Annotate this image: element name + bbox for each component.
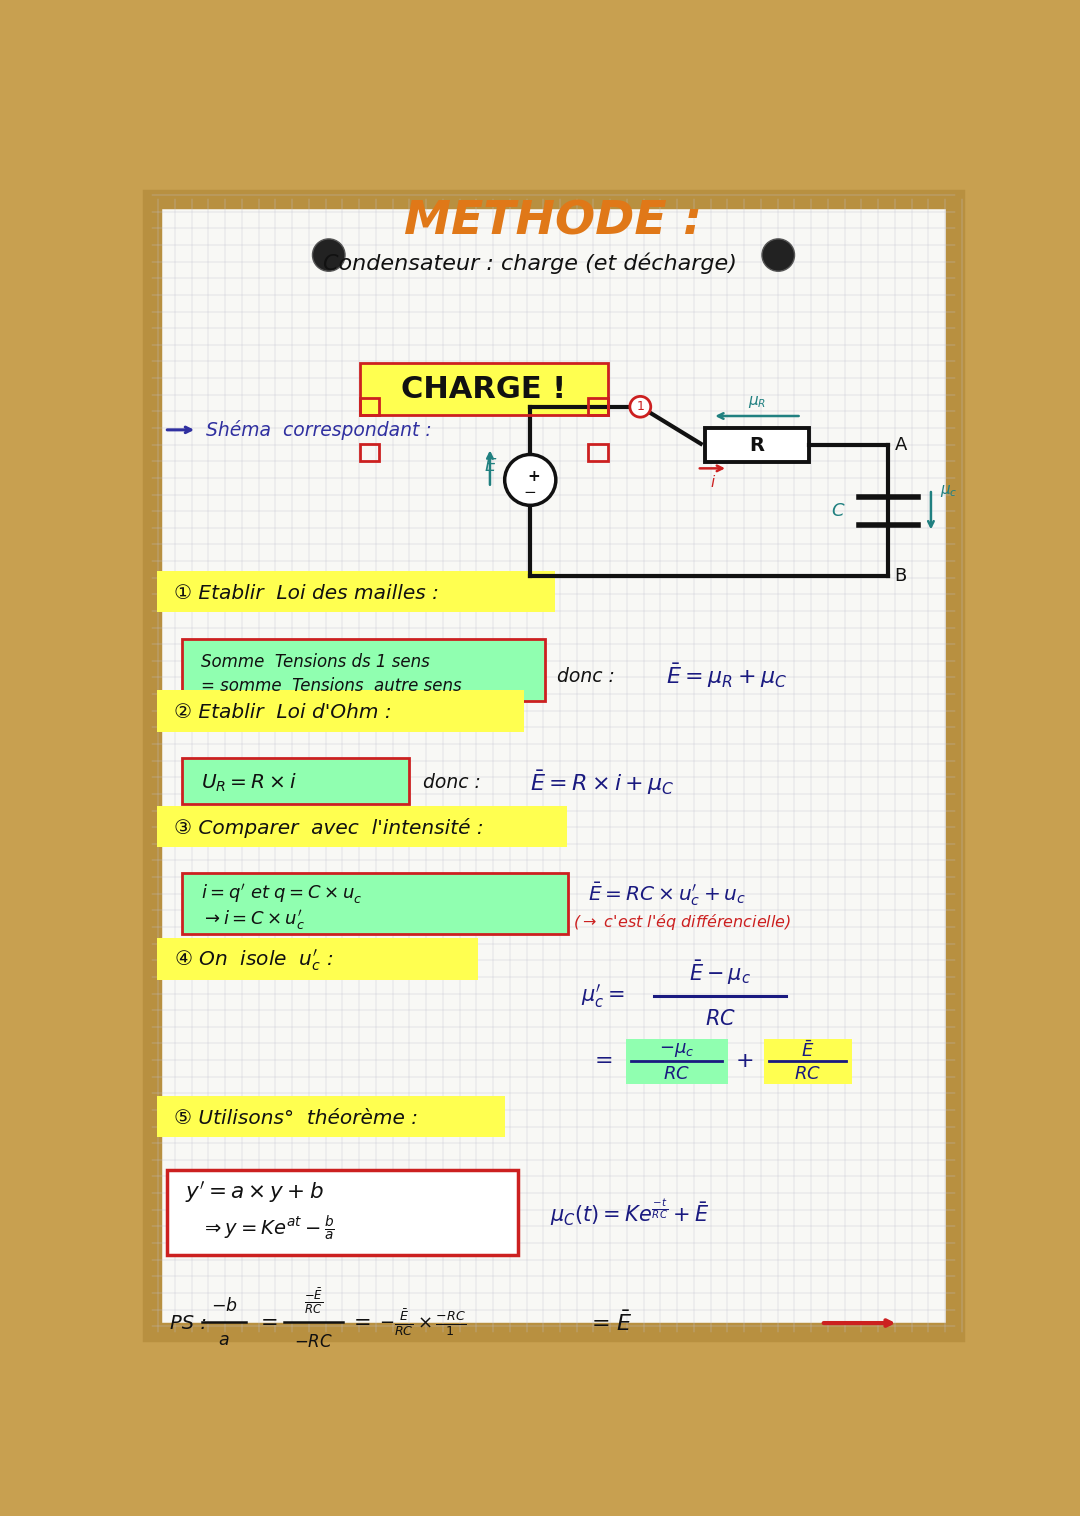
Text: −: − [523, 485, 536, 500]
FancyBboxPatch shape [183, 640, 545, 700]
Circle shape [504, 455, 556, 505]
Text: = $\bar{E}$: = $\bar{E}$ [591, 1311, 633, 1336]
Text: $-\mu_c$: $-\mu_c$ [659, 1041, 694, 1060]
Text: $-b$: $-b$ [211, 1298, 238, 1314]
Text: $\bar{E}$: $\bar{E}$ [801, 1040, 814, 1061]
Text: $\mu_R$: $\mu_R$ [747, 394, 766, 411]
Text: = somme  Tensions  autre sens: = somme Tensions autre sens [201, 678, 461, 696]
Text: $\Rightarrow y = Ke^{at} - \frac{b}{a}$: $\Rightarrow y = Ke^{at} - \frac{b}{a}$ [201, 1214, 335, 1243]
FancyBboxPatch shape [157, 938, 477, 979]
FancyBboxPatch shape [152, 199, 955, 1333]
Text: Condensateur : charge (et décharge): Condensateur : charge (et décharge) [323, 252, 738, 273]
Text: =: = [353, 1313, 372, 1333]
Text: $-RC$: $-RC$ [294, 1333, 333, 1351]
Text: donc :: donc : [557, 667, 616, 685]
Text: A: A [894, 437, 907, 455]
Text: $\bar{E} = \mu_R + \mu_C$: $\bar{E} = \mu_R + \mu_C$ [666, 662, 787, 690]
FancyBboxPatch shape [157, 1096, 504, 1137]
Text: ① Etablir  Loi des mailles :: ① Etablir Loi des mailles : [174, 584, 438, 602]
Circle shape [630, 396, 651, 417]
Text: $\bar{E} = R \times i + \mu_C$: $\bar{E} = R \times i + \mu_C$ [530, 769, 675, 797]
FancyBboxPatch shape [625, 1038, 728, 1084]
Text: $\rightarrow i = C \times u_c'$: $\rightarrow i = C \times u_c'$ [201, 908, 305, 932]
Text: $\mu_c$: $\mu_c$ [941, 484, 958, 499]
Text: ⑤ Utilisons°  théorème :: ⑤ Utilisons° théorème : [174, 1108, 418, 1128]
Circle shape [312, 240, 345, 271]
Text: Shéma  correspondant :: Shéma correspondant : [206, 420, 432, 440]
Text: ② Etablir  Loi d'Ohm :: ② Etablir Loi d'Ohm : [174, 703, 391, 722]
FancyBboxPatch shape [360, 362, 608, 415]
Text: 1: 1 [636, 400, 645, 414]
FancyBboxPatch shape [157, 805, 567, 847]
Text: $i = q'$ et $q = C \times u_c^{}$: $i = q'$ et $q = C \times u_c^{}$ [201, 882, 362, 907]
Text: =: = [595, 1051, 613, 1072]
Text: $\mu_c' = $: $\mu_c' = $ [581, 982, 624, 1010]
Text: i: i [711, 475, 715, 490]
Text: R: R [750, 435, 765, 455]
Text: $RC$: $RC$ [794, 1066, 821, 1084]
Text: B: B [894, 567, 907, 585]
Text: ($\rightarrow$ c'est l'éq différencielle): ($\rightarrow$ c'est l'éq différencielle… [572, 913, 792, 932]
FancyBboxPatch shape [183, 758, 409, 803]
Text: $y' = a \times y + b$: $y' = a \times y + b$ [186, 1179, 324, 1205]
Text: $RC$: $RC$ [663, 1066, 690, 1084]
Text: $\bar{E} = RC \times u_c' + u_c$: $\bar{E} = RC \times u_c' + u_c$ [589, 881, 746, 908]
Text: +: + [527, 470, 540, 484]
Text: $-\frac{\bar{E}}{RC} \times \frac{-RC}{1}$: $-\frac{\bar{E}}{RC} \times \frac{-RC}{1… [379, 1308, 467, 1339]
Text: METHODE :: METHODE : [405, 200, 702, 244]
Circle shape [762, 240, 795, 271]
FancyBboxPatch shape [166, 1170, 517, 1255]
Text: C: C [832, 502, 845, 520]
Text: $U_R = R \times i$: $U_R = R \times i$ [201, 772, 297, 794]
FancyBboxPatch shape [157, 690, 524, 732]
Text: donc :: donc : [423, 773, 482, 791]
Text: =: = [260, 1313, 279, 1333]
Text: E: E [484, 456, 496, 475]
Text: Somme  Tensions ds 1 sens: Somme Tensions ds 1 sens [201, 652, 430, 670]
FancyBboxPatch shape [764, 1038, 852, 1084]
Text: $\mu_C(t) = Ke^{\frac{-t}{RC}} + \bar{E}$: $\mu_C(t) = Ke^{\frac{-t}{RC}} + \bar{E}… [550, 1198, 710, 1228]
Text: $a$: $a$ [218, 1331, 230, 1349]
Text: +: + [735, 1051, 754, 1072]
Text: $④$ On  isole  $u_c'$ :: $④$ On isole $u_c'$ : [174, 948, 334, 973]
Text: CHARGE !: CHARGE ! [401, 374, 566, 403]
FancyBboxPatch shape [157, 570, 555, 612]
Text: $\frac{-\bar{E}}{RC}$: $\frac{-\bar{E}}{RC}$ [303, 1287, 323, 1316]
FancyBboxPatch shape [183, 873, 568, 934]
Text: $RC$: $RC$ [704, 1010, 735, 1029]
Text: $\bar{E} - \mu_c$: $\bar{E} - \mu_c$ [689, 958, 751, 987]
Text: PS :: PS : [170, 1313, 207, 1333]
Text: ③ Comparer  avec  l'intensité :: ③ Comparer avec l'intensité : [174, 819, 484, 838]
FancyBboxPatch shape [704, 429, 809, 462]
